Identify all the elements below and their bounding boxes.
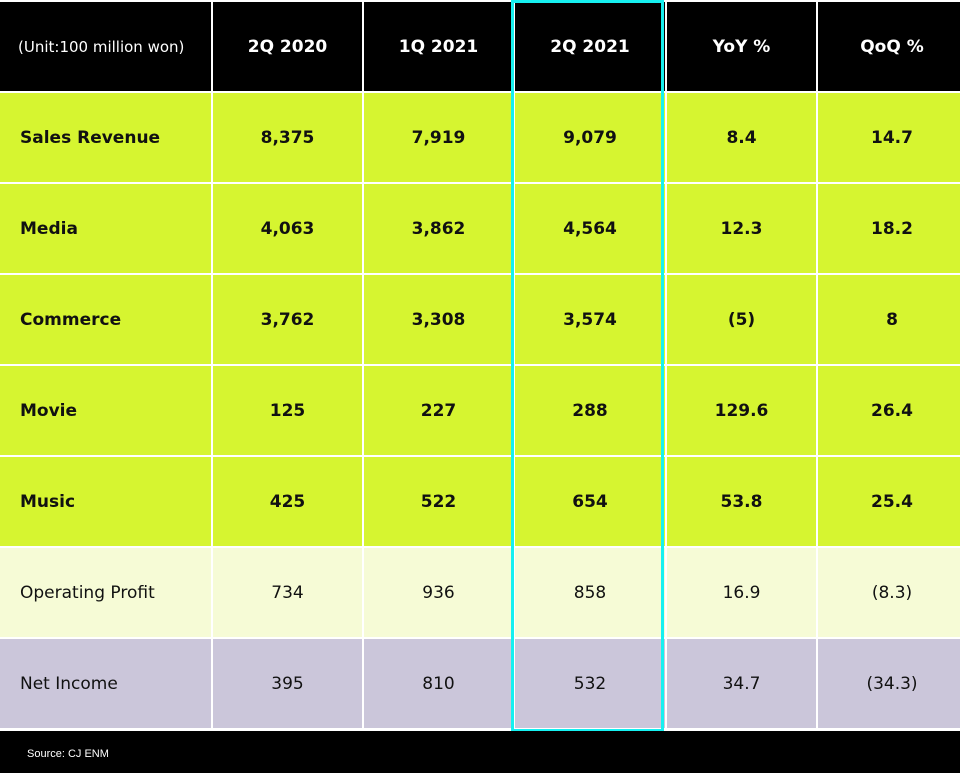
row-label: Media bbox=[0, 184, 211, 273]
table-cell: 34.7 bbox=[667, 639, 816, 728]
table-cell: 395 bbox=[213, 639, 362, 728]
table-cell: 8 bbox=[818, 275, 960, 364]
source-note: Source: CJ ENM bbox=[27, 748, 109, 760]
row-label: Net Income bbox=[0, 639, 211, 728]
row-label: Music bbox=[0, 457, 211, 546]
table-cell: 9,079 bbox=[515, 93, 665, 182]
row-label: Sales Revenue bbox=[0, 93, 211, 182]
row-label: Operating Profit bbox=[0, 548, 211, 637]
table-cell: (5) bbox=[667, 275, 816, 364]
table-cell: 936 bbox=[364, 548, 513, 637]
footer-bar: Source: CJ ENM bbox=[0, 731, 960, 773]
table-cell: 3,308 bbox=[364, 275, 513, 364]
table-cell: 734 bbox=[213, 548, 362, 637]
row-label: Movie bbox=[0, 366, 211, 455]
table-cell: 522 bbox=[364, 457, 513, 546]
table-cell: 12.3 bbox=[667, 184, 816, 273]
table-cell: 4,063 bbox=[213, 184, 362, 273]
table-cell: (34.3) bbox=[818, 639, 960, 728]
table-cell: 25.4 bbox=[818, 457, 960, 546]
unit-label: (Unit:100 million won) bbox=[0, 2, 211, 91]
table-cell: 3,862 bbox=[364, 184, 513, 273]
column-header: 2Q 2021 bbox=[515, 2, 665, 91]
table-cell: (8.3) bbox=[818, 548, 960, 637]
table-cell: 16.9 bbox=[667, 548, 816, 637]
table-cell: 3,762 bbox=[213, 275, 362, 364]
column-header: 2Q 2020 bbox=[213, 2, 362, 91]
column-header: 1Q 2021 bbox=[364, 2, 513, 91]
table-cell: 7,919 bbox=[364, 93, 513, 182]
table-cell: 129.6 bbox=[667, 366, 816, 455]
table-cell: 810 bbox=[364, 639, 513, 728]
table-cell: 26.4 bbox=[818, 366, 960, 455]
table-cell: 14.7 bbox=[818, 93, 960, 182]
table-cell: 425 bbox=[213, 457, 362, 546]
table-cell: 8.4 bbox=[667, 93, 816, 182]
table-cell: 858 bbox=[515, 548, 665, 637]
table-cell: 654 bbox=[515, 457, 665, 546]
table-cell: 227 bbox=[364, 366, 513, 455]
financial-table: (Unit:100 million won) 2Q 2020 1Q 2021 2Q 2… bbox=[0, 2, 960, 728]
column-header: QoQ % bbox=[818, 2, 960, 91]
column-header: YoY % bbox=[667, 2, 816, 91]
table-cell: 53.8 bbox=[667, 457, 816, 546]
table-cell: 288 bbox=[515, 366, 665, 455]
table-cell: 8,375 bbox=[213, 93, 362, 182]
table-cell: 532 bbox=[515, 639, 665, 728]
row-label: Commerce bbox=[0, 275, 211, 364]
table-cell: 125 bbox=[213, 366, 362, 455]
table-cell: 3,574 bbox=[515, 275, 665, 364]
table-cell: 4,564 bbox=[515, 184, 665, 273]
table-cell: 18.2 bbox=[818, 184, 960, 273]
